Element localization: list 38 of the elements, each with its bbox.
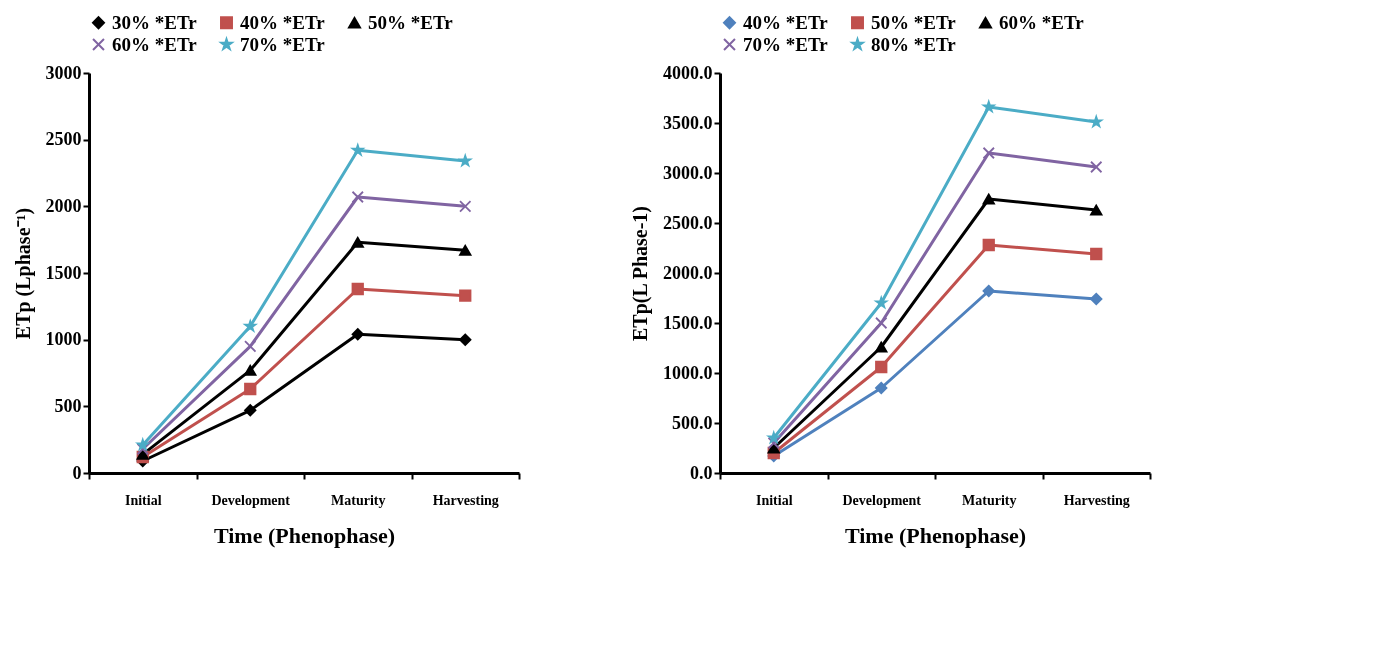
y-tick-label: 2000 — [45, 195, 82, 216]
legend-label: 80% *ETr — [871, 33, 957, 55]
legend-label: 50% *ETr — [871, 11, 957, 33]
y-tick-label: 1500.0 — [663, 312, 713, 333]
legend-label: 70% *ETr — [743, 33, 829, 55]
y-tick-label: 500 — [54, 395, 82, 416]
x-tick-label: Development — [842, 492, 922, 508]
x-axis-title: Time (Phenophase) — [213, 522, 396, 548]
x-tick-label: Harvesting — [1063, 492, 1130, 508]
legend-label: 60% *ETr — [999, 11, 1085, 33]
y-tick-label: 0 — [72, 462, 82, 483]
x-tick-label: Harvesting — [432, 492, 499, 508]
legend-label: 30% *ETr — [112, 11, 198, 33]
y-axis-title: ETp(L Phase-1) — [629, 205, 652, 342]
y-tick-label: 1000 — [45, 329, 82, 350]
x-axis-title: Time (Phenophase) — [844, 522, 1027, 548]
y-tick-label: 3000.0 — [663, 162, 713, 183]
y-tick-label: 4000.0 — [663, 62, 713, 83]
x-tick-label: Maturity — [331, 492, 386, 508]
legend-label: 50% *ETr — [368, 11, 454, 33]
y-tick-label: 3500.0 — [663, 112, 713, 133]
y-tick-label: 0.0 — [690, 462, 713, 483]
legend-label: 70% *ETr — [240, 33, 326, 55]
y-tick-label: 500.0 — [672, 412, 713, 433]
y-tick-label: 2500 — [45, 129, 82, 150]
x-tick-label: Initial — [755, 492, 793, 508]
y-axis-title: ETp (Lphase⁻¹) — [11, 207, 35, 340]
x-tick-label: Development — [211, 492, 291, 508]
y-tick-label: 1000.0 — [663, 362, 713, 383]
legend-label: 40% *ETr — [240, 11, 326, 33]
x-tick-label: Maturity — [962, 492, 1017, 508]
legend-label: 60% *ETr — [112, 33, 198, 55]
y-tick-label: 2500.0 — [663, 212, 713, 233]
y-tick-label: 2000.0 — [663, 262, 713, 283]
y-tick-label: 1500 — [45, 262, 82, 283]
x-tick-label: Initial — [124, 492, 162, 508]
y-tick-label: 3000 — [45, 62, 82, 83]
legend-label: 40% *ETr — [743, 11, 829, 33]
